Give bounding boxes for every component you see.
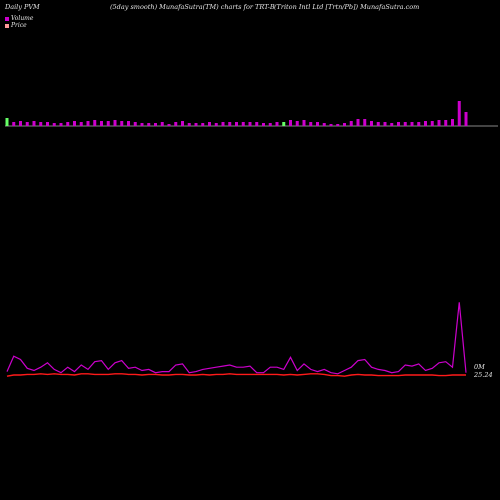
volume-bar	[397, 122, 400, 126]
volume-bar	[12, 122, 16, 126]
volume-bar	[316, 122, 319, 126]
volume-bar	[457, 101, 461, 126]
volume-bar	[444, 120, 448, 126]
chart-type-label: Daily PVM	[5, 3, 40, 11]
volume-bar	[282, 122, 286, 126]
volume-bar	[100, 121, 103, 126]
volume-bar	[32, 121, 36, 126]
volume-bar	[295, 121, 299, 126]
volume-bar	[363, 119, 367, 126]
volume-bar	[208, 122, 211, 126]
volume-bar	[154, 123, 157, 126]
volume-bar	[167, 124, 171, 126]
legend-price-swatch	[5, 23, 9, 28]
volume-bar	[275, 122, 279, 126]
volume-bar	[235, 122, 238, 126]
volume-bar	[201, 123, 205, 126]
volume-bar	[181, 121, 184, 126]
volume-bar	[73, 121, 76, 126]
volume-bar	[187, 123, 191, 126]
volume-bar	[349, 121, 353, 126]
volume-bars	[5, 101, 468, 126]
volume-bar	[86, 121, 90, 126]
volume-bar	[417, 122, 421, 126]
volume-bar	[302, 120, 306, 126]
volume-bar	[336, 124, 340, 126]
volume-bar	[194, 123, 198, 126]
volume-bar	[93, 120, 97, 126]
price-value-label: 25.24	[473, 371, 493, 379]
volume-bar	[147, 123, 151, 126]
volume-bar	[383, 122, 387, 126]
volume-bar	[46, 122, 49, 126]
company-name: (Triton Intl Ltd [Trtn/Pb]) MunafaSutra.…	[274, 3, 420, 11]
volume-bar	[127, 121, 130, 126]
legend-volume-swatch	[5, 16, 9, 21]
volume-bar	[370, 121, 373, 126]
volume-bar	[403, 122, 407, 126]
volume-bar	[262, 123, 265, 126]
volume-bar	[329, 124, 333, 126]
volume-bar	[214, 123, 218, 126]
volume-bar	[451, 119, 454, 126]
legend-price: Price	[5, 22, 27, 29]
volume-bar	[376, 122, 380, 126]
volume-bar	[430, 121, 434, 126]
legend-volume: Volume	[5, 15, 33, 22]
volume-bar	[322, 123, 326, 126]
volume-bar	[79, 122, 83, 126]
volume-bar	[39, 122, 43, 126]
volume-bar	[309, 122, 313, 126]
volume-bar	[437, 120, 441, 126]
volume-bar	[5, 118, 9, 126]
volume-bar	[268, 123, 272, 126]
volume-bar	[66, 122, 70, 126]
volume-line	[6, 302, 467, 375]
volume-bar	[140, 123, 144, 126]
legend-price-label: Price	[11, 22, 27, 29]
volume-bar	[248, 122, 252, 126]
volume-value-label: 0M	[474, 363, 485, 371]
volume-bar	[289, 120, 292, 126]
volume-bar	[106, 121, 110, 126]
volume-bar	[410, 122, 414, 126]
volume-bar	[52, 123, 56, 126]
volume-bar	[59, 123, 63, 126]
pvm-lines	[6, 302, 467, 377]
volume-bar	[356, 119, 360, 126]
volume-bar	[424, 121, 427, 126]
volume-bar	[221, 122, 225, 126]
volume-bar	[228, 122, 232, 126]
chart-title: (5day smooth) MunafaSutra(TM) charts for…	[110, 3, 275, 11]
legend-volume-label: Volume	[11, 15, 34, 22]
volume-bar	[160, 122, 164, 126]
price-line	[6, 373, 466, 377]
volume-bar	[133, 122, 137, 126]
volume-bar	[390, 123, 394, 126]
volume-bar	[343, 123, 346, 126]
volume-bar	[19, 121, 22, 126]
volume-bar	[120, 121, 124, 126]
volume-bar	[25, 122, 29, 126]
volume-bar	[174, 122, 178, 126]
volume-bar	[241, 122, 245, 126]
volume-bar	[113, 120, 117, 126]
volume-bar	[255, 122, 259, 126]
volume-bar	[464, 112, 468, 126]
